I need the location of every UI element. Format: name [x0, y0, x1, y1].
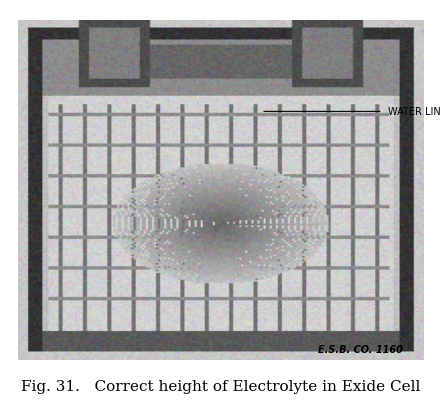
- Text: Fig. 31.   Correct height of Electrolyte in Exide Cell: Fig. 31. Correct height of Electrolyte i…: [21, 379, 420, 393]
- Text: E.S.B. CO. 1160: E.S.B. CO. 1160: [318, 344, 402, 354]
- Text: WATER LINE: WATER LINE: [388, 107, 441, 117]
